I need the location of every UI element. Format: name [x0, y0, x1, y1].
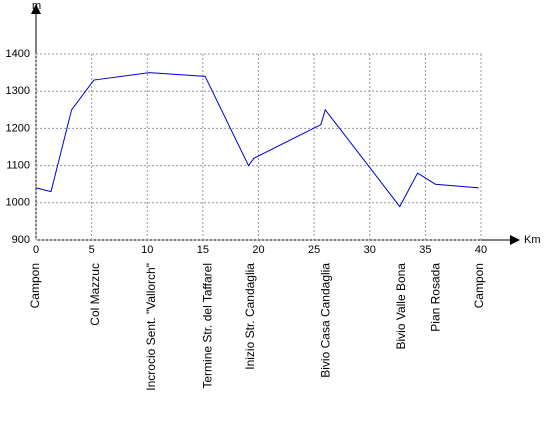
- x-tick-label: 20: [252, 244, 264, 256]
- y-tick-label: 900: [12, 234, 30, 246]
- waypoint-label: Pian Rosada: [429, 263, 443, 332]
- x-tick-label: 5: [89, 244, 95, 256]
- x-tick-label: 40: [475, 244, 487, 256]
- y-axis-arrow: [31, 4, 41, 14]
- x-tick-label: 25: [308, 244, 320, 256]
- y-axis-label: m: [32, 0, 41, 12]
- waypoint-label: Termine Str. del Taffarel: [201, 263, 215, 389]
- x-tick-label: 35: [419, 244, 431, 256]
- waypoint-label: Incrocio Sent. "Vallorch": [144, 263, 158, 391]
- x-axis-arrow: [510, 235, 520, 245]
- waypoint-label: Inizio Str. Candaglia: [243, 263, 257, 370]
- x-axis-label: Km: [524, 234, 541, 246]
- elevation-line: [35, 72, 479, 208]
- x-tick-label: 10: [141, 244, 153, 256]
- waypoint-label: Bivio Casa Candaglia: [319, 263, 333, 378]
- waypoint-label: Col Mazzuc: [88, 263, 102, 326]
- x-tick-label: 30: [364, 244, 376, 256]
- x-tick-label: 0: [33, 244, 39, 256]
- waypoint-label: Campon: [472, 263, 486, 308]
- y-tick-label: 1300: [6, 85, 30, 97]
- x-tick-label: 15: [197, 244, 209, 256]
- waypoint-label: Campon: [28, 263, 42, 308]
- y-tick-label: 1000: [6, 197, 30, 209]
- y-tick-label: 1200: [6, 122, 30, 134]
- y-tick-label: 1100: [6, 160, 30, 172]
- y-tick-label: 1400: [6, 48, 30, 60]
- waypoint-label: Bivio Valle Bona: [394, 263, 408, 350]
